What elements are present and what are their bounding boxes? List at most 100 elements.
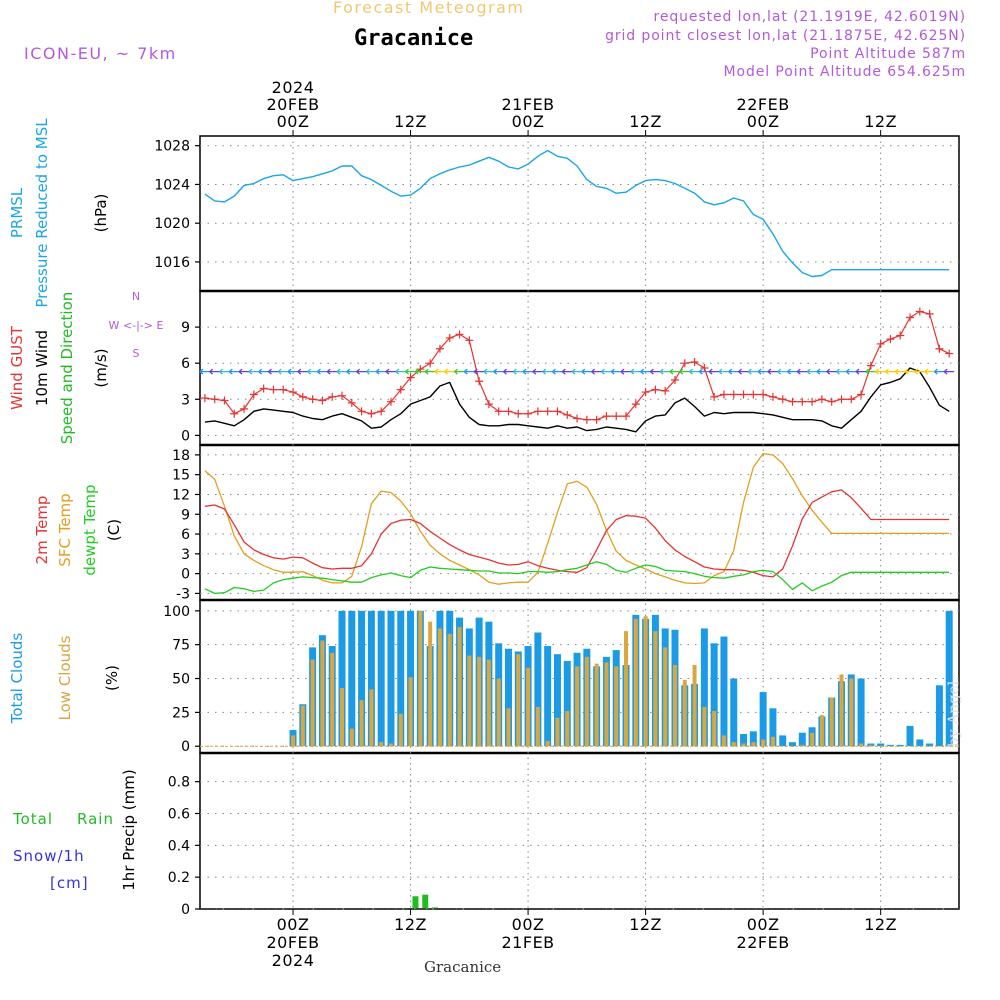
gust-marker (357, 407, 366, 416)
temp-unit: (C) (105, 519, 123, 541)
snow-label: Snow/1h (13, 847, 85, 865)
total-cloud-bar (935, 685, 943, 747)
x-tick-label-bottom: 22FEB (737, 933, 790, 952)
gust-marker (582, 415, 591, 424)
low-cloud-bar (340, 688, 345, 747)
wind-direction-arrow (601, 368, 612, 375)
low-clouds-label: Low Clouds (56, 635, 74, 720)
wind-direction-arrow (454, 368, 465, 375)
total-cloud-bar (367, 610, 375, 747)
gust-marker (396, 385, 405, 394)
gust-marker (798, 397, 807, 406)
gust-marker (475, 377, 484, 386)
x-tick-label-bottom: 21FEB (502, 933, 555, 952)
wind-direction-arrow (561, 368, 573, 375)
total-cloud-bar (700, 628, 708, 747)
wind-direction-arrow (630, 368, 641, 375)
low-cloud-bar (721, 735, 726, 747)
y-tick-label: 9 (181, 320, 190, 336)
gust-marker (249, 390, 258, 399)
x-tick-label-top: 00Z (747, 112, 780, 131)
low-cloud-bar (761, 739, 766, 747)
clouds-unit: (%) (103, 665, 121, 691)
gust-marker (935, 344, 944, 353)
point-altitude: Point Altitude 587m (810, 46, 966, 62)
low-cloud-bar (428, 621, 433, 747)
low-cloud-bar (868, 744, 873, 747)
wind-direction-arrow (522, 368, 534, 375)
wind-direction-arrow (845, 368, 857, 375)
low-cloud-bar (369, 689, 374, 747)
wind-direction-arrow (483, 368, 494, 375)
total-cloud-bar (877, 743, 885, 747)
low-cloud-bar (349, 728, 354, 747)
model-label: ICON-EU, ~ 7km (24, 44, 177, 63)
wind-direction-arrow (728, 368, 739, 375)
wind-10m-line (204, 367, 950, 433)
low-cloud-bar (770, 736, 775, 747)
low-cloud-bar (584, 656, 589, 747)
gust-marker (514, 409, 523, 418)
gust-marker (612, 412, 621, 421)
low-cloud-bar (535, 706, 540, 747)
y-tick-label: 3 (181, 392, 190, 408)
wind-direction-arrow (708, 368, 720, 375)
x-tick-label-top: 12Z (394, 112, 427, 131)
total-cloud-bar (544, 646, 552, 747)
gust-marker (739, 390, 748, 399)
y-tick-label: -3 (176, 586, 190, 602)
x-tick-label-top: 20FEB (266, 95, 319, 114)
gust-marker (886, 335, 895, 344)
y-tick-label: 0 (181, 739, 190, 755)
low-cloud-bar (330, 652, 335, 747)
wind-direction-arrow (787, 368, 798, 375)
wind-direction-arrow (199, 368, 210, 375)
y-tick-label: 15 (172, 468, 190, 484)
x-tick-label-top: 22FEB (737, 95, 790, 114)
wind-direction-arrow (209, 368, 220, 375)
wind-direction-arrow (414, 368, 426, 375)
snow-unit: [cm] (50, 874, 89, 892)
wind-direction-arrow (268, 368, 279, 375)
low-cloud-bar (614, 666, 619, 747)
wind-direction-arrow (552, 368, 563, 375)
low-cloud-bar (418, 610, 423, 747)
low-cloud-bar (633, 618, 638, 747)
wind-direction-arrow (865, 368, 876, 375)
gust-marker (719, 390, 728, 399)
low-cloud-bar (516, 654, 521, 747)
wind-direction-arrow (738, 368, 749, 375)
low-cloud-bar (291, 735, 296, 747)
wind-direction-arrow (747, 368, 759, 375)
pressure-label-prmsl: PRMSL (8, 187, 26, 238)
wind-direction-arrow (219, 368, 230, 375)
total-cloud-bar (387, 610, 395, 747)
total-cloud-bar (798, 732, 806, 747)
y-tick-label: 0.6 (168, 806, 190, 822)
compass-west-east: W <-|-> E (109, 319, 164, 332)
precip-unit: 1hr Precip (mm) (120, 769, 138, 890)
gust-marker (729, 390, 738, 399)
low-cloud-bar (702, 706, 707, 747)
compass-south: S (133, 347, 140, 360)
x-tick-label-bottom: 00Z (512, 915, 545, 934)
wind-direction-arrow (542, 368, 553, 375)
low-cloud-bar (447, 633, 452, 747)
x-tick-label-bottom: 00Z (277, 915, 310, 934)
y-tick-label: 0.8 (168, 775, 190, 791)
gust-marker (406, 373, 415, 382)
total-cloud-bar (534, 632, 542, 747)
wind-direction-arrow (669, 368, 680, 375)
gust-marker (386, 397, 395, 406)
low-cloud-bar (682, 679, 687, 747)
wind-direction-arrow (885, 368, 896, 375)
total-cloud-bar (857, 678, 865, 747)
low-cloud-bar (565, 711, 570, 747)
low-cloud-bar (545, 740, 550, 747)
wind-direction-arrow (718, 368, 729, 375)
gust-marker (915, 307, 924, 316)
total-cloud-bar (945, 610, 953, 747)
low-cloud-bar (526, 667, 531, 747)
gust-marker (631, 400, 640, 409)
gust-marker (700, 364, 709, 372)
